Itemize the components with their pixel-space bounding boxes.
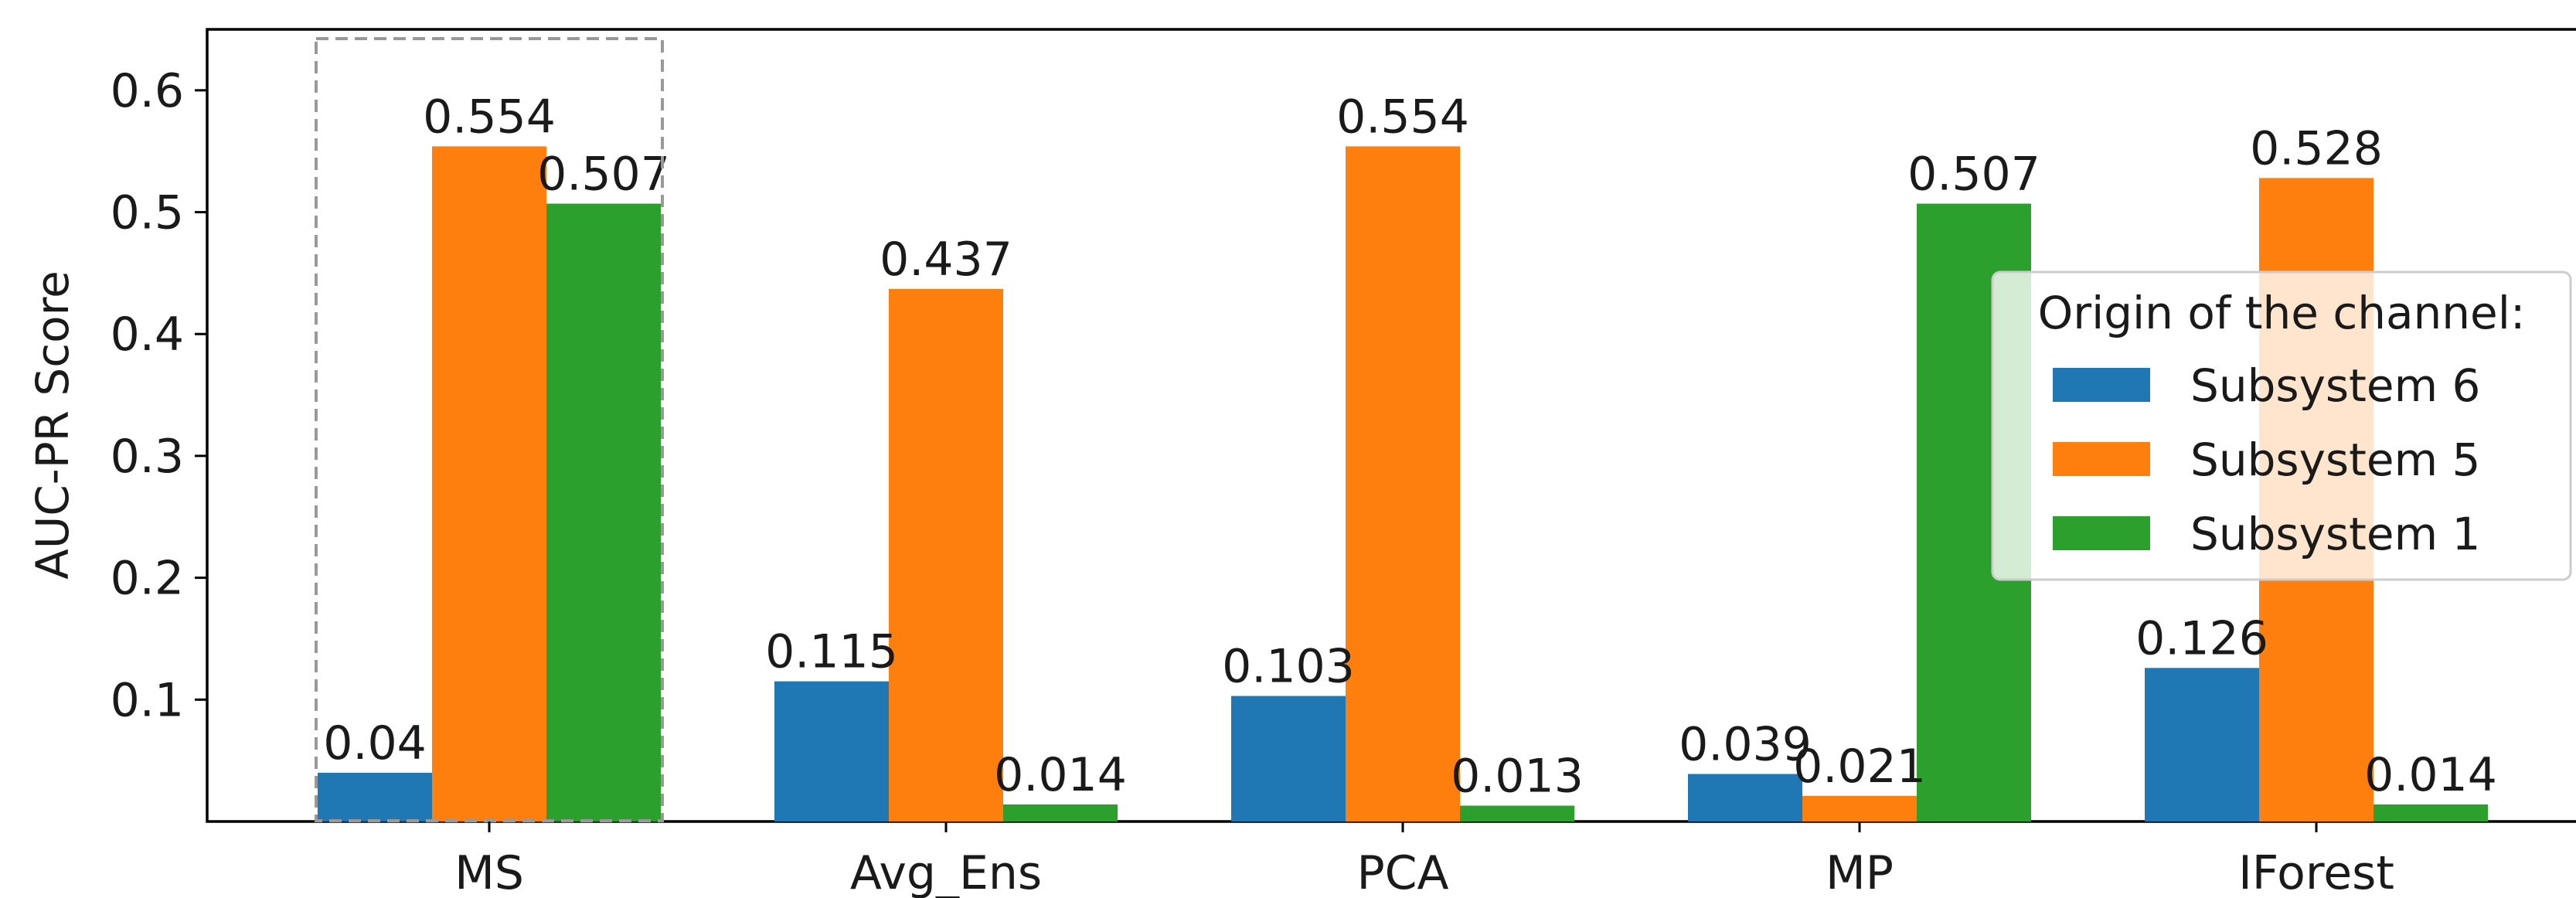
legend-swatch <box>2053 368 2150 402</box>
x-tick-label: PCA <box>1356 846 1448 898</box>
legend-swatch <box>2053 516 2150 550</box>
bar <box>889 288 1003 821</box>
x-tick-label: MP <box>1826 846 1894 898</box>
y-tick-label: 0.5 <box>111 186 184 240</box>
legend: Origin of the channel: Subsystem 6 Subsyst… <box>1991 270 2572 581</box>
bar-value-label: 0.039 <box>1679 718 1812 772</box>
bar-value-label: 0.126 <box>2135 611 2268 665</box>
y-tick-label: 0.3 <box>111 430 184 484</box>
legend-label: Subsystem 6 <box>2190 359 2480 412</box>
x-tick-label: IForest <box>2238 846 2394 898</box>
y-axis-title: AUC-PR Score <box>26 270 79 580</box>
bar-value-label: 0.507 <box>537 148 670 202</box>
highlight-box <box>315 37 664 822</box>
legend-swatch <box>2053 442 2150 476</box>
bar <box>432 146 546 821</box>
bar <box>2374 804 2488 821</box>
x-tick-label: Avg_Ens <box>850 846 1042 898</box>
bar <box>774 681 889 821</box>
highlight-box-outline <box>315 37 664 822</box>
bar-value-label: 0.528 <box>2250 121 2383 175</box>
bar-value-label: 0.554 <box>1336 90 1469 144</box>
bar <box>546 203 661 821</box>
bar <box>1802 795 1917 821</box>
x-tick-label: MS <box>454 846 524 898</box>
bar-labels: 0.040.5540.5070.1150.4370.0140.1030.5540… <box>323 90 2497 803</box>
y-axis: 0.1 0.2 0.3 0.4 0.5 0.6 <box>111 64 207 727</box>
bar <box>1460 805 1574 821</box>
bar-value-label: 0.014 <box>2364 748 2497 802</box>
bar <box>1688 774 1802 821</box>
bar <box>2145 668 2259 821</box>
legend-box <box>1991 270 2572 581</box>
y-tick-label: 0.6 <box>111 64 184 118</box>
x-axis: MS Avg_Ens PCA MP IForest <box>454 821 2394 898</box>
y-tick-label: 0.1 <box>111 673 184 727</box>
bar-value-label: 0.507 <box>1907 148 2040 202</box>
bar <box>1003 804 1118 821</box>
bar-value-label: 0.103 <box>1222 640 1355 694</box>
bar-value-label: 0.021 <box>1793 740 1926 794</box>
bar <box>1346 146 1460 821</box>
bar <box>318 772 432 821</box>
bar-value-label: 0.115 <box>765 625 898 679</box>
legend-label: Subsystem 5 <box>2190 434 2480 486</box>
y-tick-label: 0.4 <box>111 308 184 362</box>
legend-label: Subsystem 1 <box>2190 508 2480 560</box>
y-tick-label: 0.2 <box>111 552 184 606</box>
bar-value-label: 0.014 <box>994 748 1127 802</box>
bar <box>1231 696 1346 821</box>
bar-value-label: 0.437 <box>880 233 1012 287</box>
bar-value-label: 0.04 <box>323 716 427 770</box>
bar-value-label: 0.013 <box>1451 750 1584 804</box>
bar-value-label: 0.554 <box>423 90 556 144</box>
legend-title: Origin of the channel: <box>2038 287 2526 339</box>
